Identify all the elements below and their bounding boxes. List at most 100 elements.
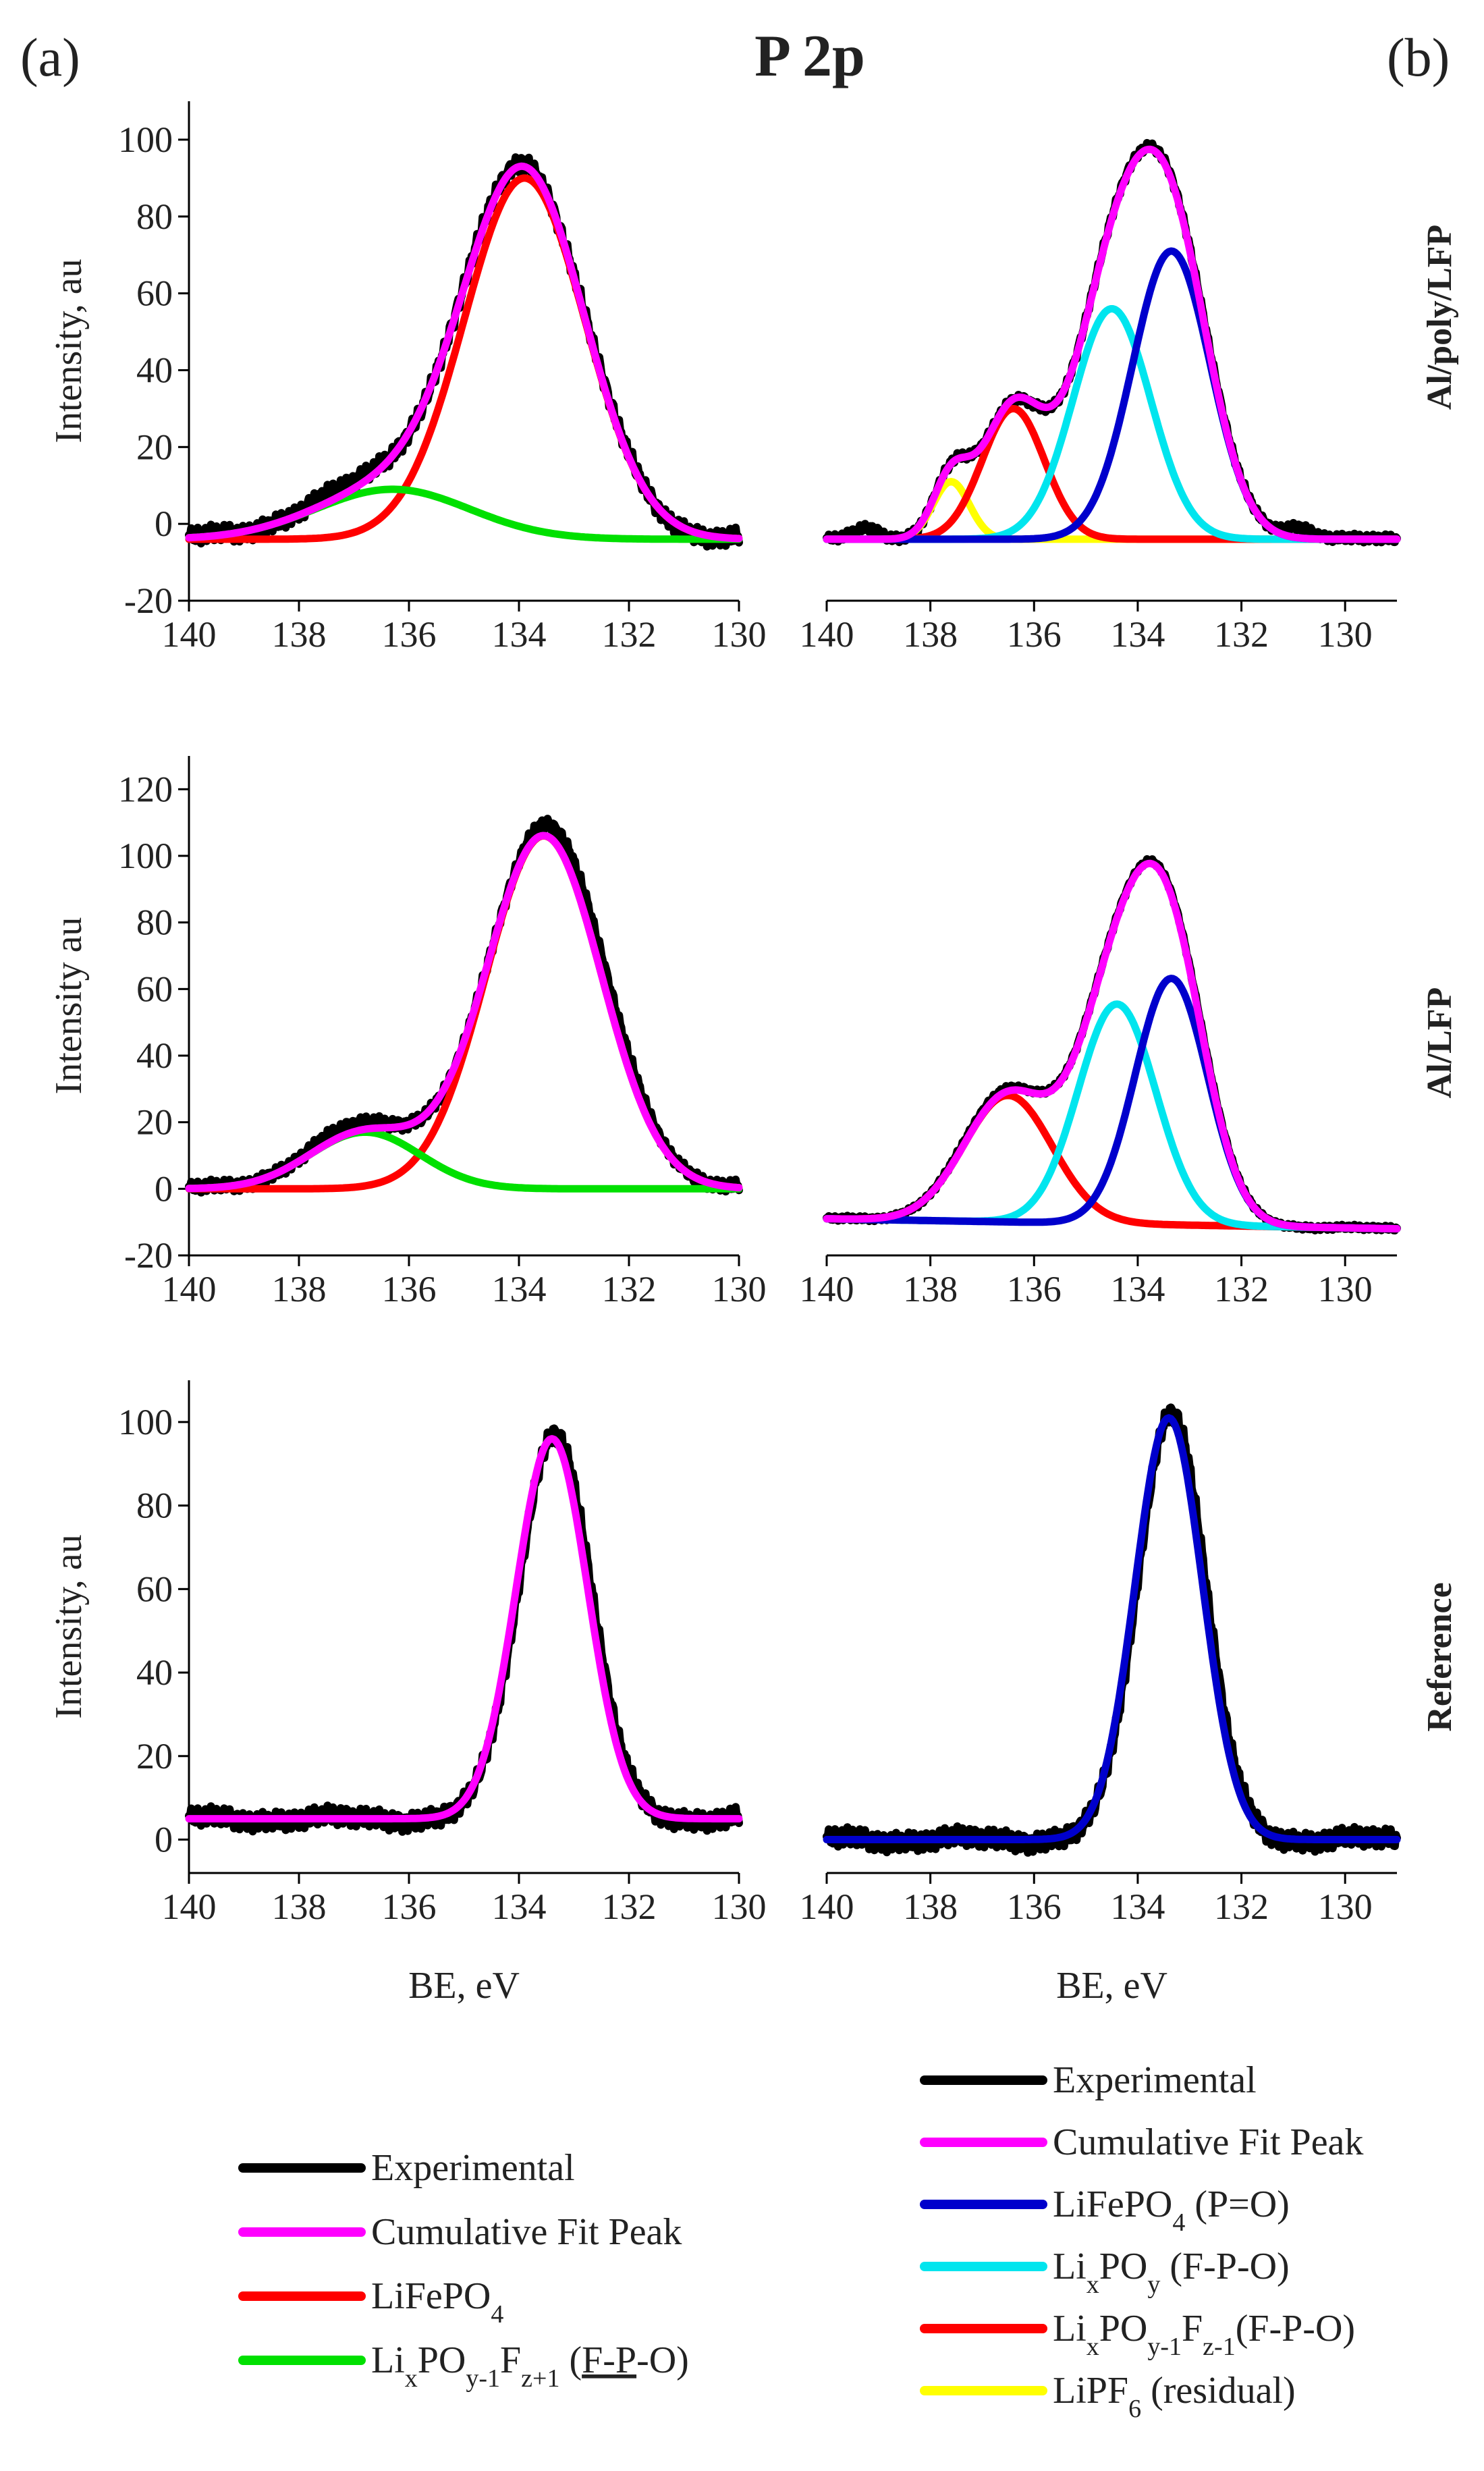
x-tick-label: 140 xyxy=(162,1886,217,1927)
plot-b3: 140 138 136 134 132 130 BE, eV xyxy=(800,1403,1401,2007)
series-experimental xyxy=(185,1424,743,1836)
series-lixpoy-f-p-o xyxy=(823,1000,1401,1232)
figure-title: P 2p xyxy=(754,24,865,89)
y-tick-label: 40 xyxy=(136,1035,173,1076)
x-tick-label: 134 xyxy=(1110,1886,1165,1927)
y-tick-label: 100 xyxy=(118,836,173,876)
row-label-al-lfp: Al/LFP xyxy=(1421,987,1459,1099)
series-experimental xyxy=(823,855,1401,1234)
plot-b1: 140 138 136 134 132 130 xyxy=(800,138,1401,655)
x-tick-label: 138 xyxy=(272,1886,327,1927)
x-tick-label: 140 xyxy=(800,1886,854,1927)
y-tick-label: 60 xyxy=(136,1569,173,1609)
series-cumulative-fit-peak xyxy=(823,145,1401,543)
y-tick-label: 120 xyxy=(118,769,173,809)
series-lifepo4-p-o xyxy=(823,247,1401,543)
y-tick-label: -20 xyxy=(124,580,173,621)
y-tick-label: 40 xyxy=(136,1652,173,1693)
series-lifepo4-p-o xyxy=(823,1414,1401,1843)
legend-label: LiFePO4 (P=O) xyxy=(1053,2183,1290,2237)
legend-label: LiFePO4 xyxy=(371,2275,503,2329)
legend-item: Cumulative Fit Peak xyxy=(920,2121,1363,2163)
x-tick-label: 140 xyxy=(162,1269,217,1309)
series-cumulative-fit-peak xyxy=(823,859,1401,1232)
x-tick-label: 138 xyxy=(272,1269,327,1309)
y-tick-label: 20 xyxy=(136,1736,173,1776)
y-axis-title: Intensity, au xyxy=(48,259,90,443)
series-lifepo4 xyxy=(185,174,743,543)
x-tick-label: 138 xyxy=(903,1269,958,1309)
y-tick-label: 20 xyxy=(136,1102,173,1143)
y-tick-label: -20 xyxy=(124,1235,173,1276)
x-tick-label: 140 xyxy=(162,614,217,655)
plot-b2: 140 138 136 134 132 130 xyxy=(800,855,1401,1309)
x-tick-label: 136 xyxy=(1007,1269,1062,1309)
x-tick-label: 132 xyxy=(602,1269,657,1309)
legend-label: Experimental xyxy=(371,2147,575,2189)
y-tick-label: 0 xyxy=(155,1820,173,1860)
y-tick-label: 0 xyxy=(155,1168,173,1209)
legend-panel-b: Experimental Cumulative Fit Peak LiFePO4 (… xyxy=(920,2059,1363,2423)
x-tick-label: 140 xyxy=(800,1269,854,1309)
y-axis-title: Intensity, au xyxy=(48,1534,90,1718)
legend-item: Experimental xyxy=(238,2147,575,2189)
legend-label: Cumulative Fit Peak xyxy=(1053,2121,1363,2163)
x-tick-label: 136 xyxy=(1007,614,1062,655)
legend-label: LixPOy-1Fz+1 (F-P-O) xyxy=(371,2339,689,2393)
series-experimental xyxy=(823,138,1401,547)
x-tick-label: 130 xyxy=(712,614,767,655)
series-cumulative-fit-peak xyxy=(185,162,743,543)
plot-a2: 140 138 136 134 132 130 -20 0 20 40 60 80 100 120 Inte… xyxy=(48,756,767,1309)
x-tick-label: 136 xyxy=(382,614,437,655)
y-tick-label: 80 xyxy=(136,196,173,237)
x-tick-label: 134 xyxy=(1110,614,1165,655)
x-tick-label: 138 xyxy=(272,614,327,655)
x-tick-label: 132 xyxy=(1214,1886,1269,1927)
row-label-al-poly-lfp: Al/poly/LFP xyxy=(1421,225,1459,410)
x-tick-label: 140 xyxy=(800,614,854,655)
legend-item: LixPOy-1Fz+1 (F-P-O) xyxy=(238,2339,689,2393)
plot-a3: 140 138 136 134 132 130 0 20 40 60 80 100 Intensity,… xyxy=(48,1380,767,2007)
x-tick-label: 132 xyxy=(602,614,657,655)
series-cumulative-fit-peak xyxy=(185,832,743,1193)
y-tick-label: 80 xyxy=(136,1486,173,1526)
x-tick-label: 130 xyxy=(1318,614,1373,655)
legend-panel-a: Experimental Cumulative Fit Peak LiFePO4 Li… xyxy=(238,2147,689,2393)
plot-a1: 140 138 136 134 132 130 -20 0 20 40 60 80 100 Intensi… xyxy=(48,101,767,655)
series-experimental xyxy=(185,153,743,551)
legend-label: LixPOy (F-P-O) xyxy=(1053,2246,1290,2299)
x-tick-label: 136 xyxy=(382,1269,437,1309)
x-tick-label: 136 xyxy=(1007,1886,1062,1927)
plot-panels: 140 138 136 134 132 130 -20 0 20 40 60 80 100 Intensi… xyxy=(48,101,1401,2007)
x-axis-title: BE, eV xyxy=(1056,1965,1167,2007)
y-tick-label: 60 xyxy=(136,273,173,314)
series-lixpoy-f-p-o xyxy=(823,305,1401,543)
x-tick-label: 134 xyxy=(492,1886,547,1927)
x-tick-label: 130 xyxy=(1318,1269,1373,1309)
x-tick-label: 134 xyxy=(492,1269,547,1309)
legend-item: Experimental xyxy=(920,2059,1257,2101)
x-tick-label: 132 xyxy=(1214,614,1269,655)
legend-item: LiPF6 (residual) xyxy=(920,2370,1296,2423)
panel-label-a: (a) xyxy=(20,28,80,88)
y-tick-label: 20 xyxy=(136,427,173,467)
y-tick-label: 0 xyxy=(155,504,173,544)
x-tick-label: 136 xyxy=(382,1886,437,1927)
x-tick-label: 132 xyxy=(1214,1269,1269,1309)
x-tick-label: 130 xyxy=(1318,1886,1373,1927)
legend-item: LixPOy (F-P-O) xyxy=(920,2246,1290,2299)
legend-item: Cumulative Fit Peak xyxy=(238,2211,682,2253)
y-tick-label: 100 xyxy=(118,119,173,160)
row-label-reference: Reference xyxy=(1421,1582,1459,1731)
legend-label: LixPOy-1Fz-1(F-P-O) xyxy=(1053,2308,1355,2361)
legend-item: LiFePO4 xyxy=(238,2275,503,2329)
series-cumulative-fit-peak xyxy=(185,1435,743,1823)
y-axis-title: Intensity au xyxy=(48,917,90,1095)
x-tick-label: 138 xyxy=(903,1886,958,1927)
legend-item: LixPOy-1Fz-1(F-P-O) xyxy=(920,2308,1355,2361)
x-tick-label: 130 xyxy=(712,1886,767,1927)
legend-label: Cumulative Fit Peak xyxy=(371,2211,682,2253)
y-tick-label: 100 xyxy=(118,1402,173,1442)
panel-label-b: (b) xyxy=(1387,28,1450,88)
